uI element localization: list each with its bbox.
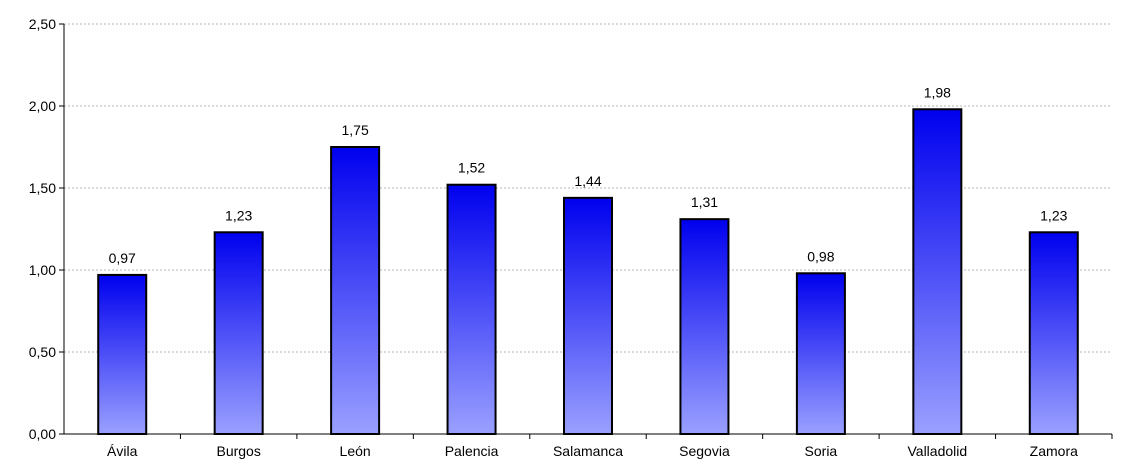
- bar: [1028, 231, 1079, 435]
- data-label: 0,97: [109, 250, 136, 266]
- x-tick-label: Palencia: [445, 443, 499, 459]
- data-label: 1,31: [691, 194, 718, 210]
- y-tick-label: 0,00: [29, 426, 56, 442]
- data-label: 1,23: [225, 207, 252, 223]
- bar: [563, 196, 613, 435]
- data-label: 1,75: [341, 122, 368, 138]
- bar: [679, 218, 730, 435]
- y-tick-label: 1,00: [29, 262, 56, 278]
- bars: [97, 108, 1079, 436]
- x-tick-label: Salamanca: [553, 443, 623, 459]
- x-tick-label: León: [340, 443, 371, 459]
- labels: 0,00 0,50 1,00 1,50 2,00 2,50 Ávila 0,97 Burgos 1…: [29, 16, 1078, 459]
- bar: [912, 108, 963, 435]
- data-label: 1,23: [1040, 207, 1067, 223]
- y-tick-label: 2,50: [29, 16, 56, 32]
- bar: [213, 231, 264, 435]
- x-tick-label: Segovia: [679, 443, 730, 459]
- x-tick-label: Valladolid: [907, 443, 967, 459]
- x-tick-label: Ávila: [107, 443, 138, 459]
- bar: [795, 272, 846, 435]
- data-label: 0,98: [807, 248, 834, 264]
- bar: [330, 146, 381, 435]
- y-tick-label: 1,50: [29, 180, 56, 196]
- x-tick-label: Burgos: [216, 443, 260, 459]
- bar: [446, 183, 497, 435]
- x-tick-label: Zamora: [1030, 443, 1078, 459]
- bar: [97, 273, 148, 436]
- data-label: 1,98: [924, 84, 951, 100]
- y-tick-label: 0,50: [29, 344, 56, 360]
- data-label: 1,44: [574, 173, 601, 189]
- data-label: 1,52: [458, 160, 485, 176]
- y-tick-label: 2,00: [29, 98, 56, 114]
- x-tick-label: Soria: [805, 443, 838, 459]
